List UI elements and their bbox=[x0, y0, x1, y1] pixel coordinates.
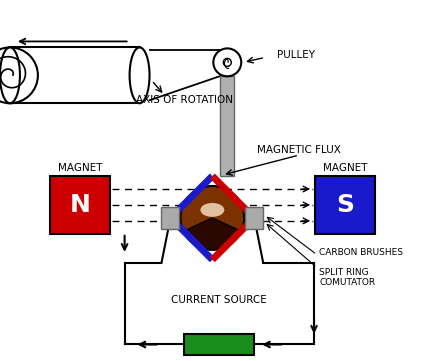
Ellipse shape bbox=[0, 47, 20, 103]
Text: CURRENT SOURCE: CURRENT SOURCE bbox=[171, 295, 267, 305]
Text: MAGNETIC FLUX: MAGNETIC FLUX bbox=[257, 145, 341, 155]
Bar bbox=[184, 334, 254, 356]
Circle shape bbox=[223, 58, 231, 66]
Text: S: S bbox=[336, 193, 354, 217]
Text: CARBON BRUSHES: CARBON BRUSHES bbox=[319, 248, 403, 257]
Wedge shape bbox=[184, 218, 241, 250]
Text: MAGNET: MAGNET bbox=[322, 163, 367, 173]
Text: PULLEY: PULLEY bbox=[277, 51, 315, 60]
Text: MAGNET: MAGNET bbox=[58, 163, 102, 173]
Ellipse shape bbox=[130, 47, 150, 103]
Ellipse shape bbox=[0, 47, 38, 103]
Text: AXIS OF ROTATION: AXIS OF ROTATION bbox=[136, 95, 233, 105]
Bar bbox=[315, 176, 375, 234]
Bar bbox=[50, 176, 109, 234]
Text: SPLIT RING
COMUTATOR: SPLIT RING COMUTATOR bbox=[319, 268, 375, 287]
Bar bbox=[10, 47, 140, 103]
Circle shape bbox=[213, 48, 241, 76]
Bar bbox=[245, 207, 263, 229]
Circle shape bbox=[181, 186, 244, 250]
Bar bbox=[161, 207, 179, 229]
Bar bbox=[220, 76, 234, 176]
Text: N: N bbox=[69, 193, 90, 217]
Ellipse shape bbox=[200, 203, 225, 217]
